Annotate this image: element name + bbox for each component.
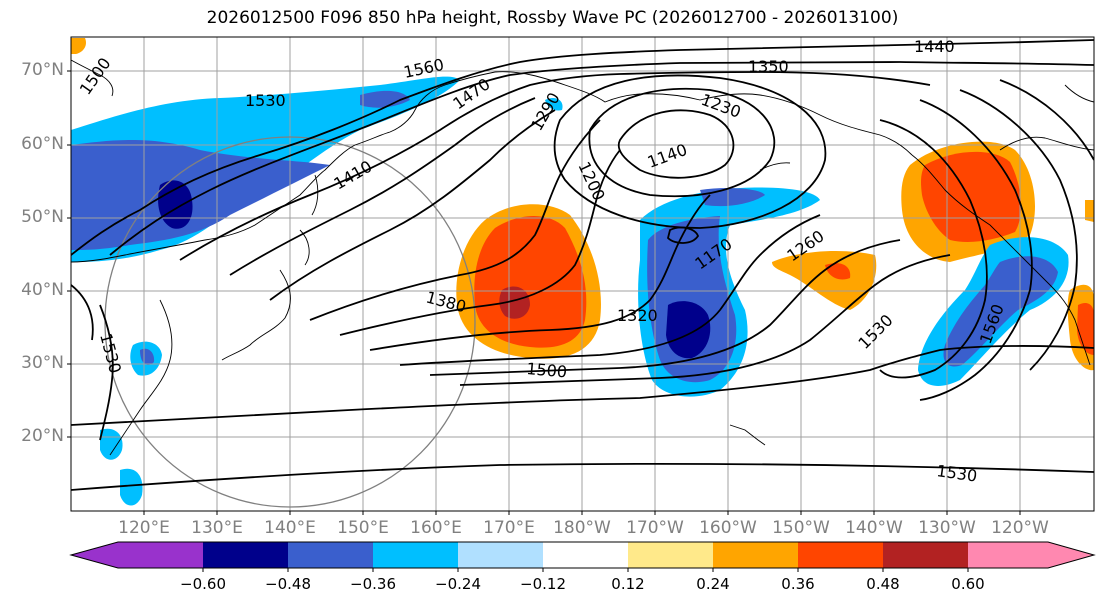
- distance-circle: [104, 136, 476, 508]
- lat-label: 50°N: [21, 207, 64, 227]
- colorbar-bin: [458, 542, 543, 568]
- lon-label: 140°W: [845, 518, 903, 538]
- height-contours: [71, 39, 1094, 491]
- contour-label: 1350: [748, 57, 789, 76]
- lon-label: 170°E: [483, 518, 535, 538]
- colorbar-bin: [883, 542, 968, 568]
- colorbar-bin: [118, 542, 203, 568]
- colorbar-tick-label: 0.36: [781, 575, 815, 593]
- lon-label: 130°W: [918, 518, 976, 538]
- graticule: [71, 37, 1094, 511]
- colorbar-bin: [798, 542, 883, 568]
- contour-label: 1530: [854, 311, 896, 353]
- contour-label: 1500: [76, 54, 115, 98]
- lon-label: 150°E: [337, 518, 389, 538]
- lat-label: 40°N: [21, 280, 64, 300]
- contour-label: 1200: [574, 159, 608, 204]
- lon-label: 130°E: [191, 518, 243, 538]
- contour-label: 1530: [935, 461, 978, 485]
- colorbar-bin: [543, 542, 628, 568]
- positive-anomaly-east-pacific: [772, 250, 877, 310]
- colorbar: [69, 541, 1096, 572]
- lon-label: 160°E: [410, 518, 462, 538]
- lon-label: 140°E: [264, 518, 316, 538]
- lat-label: 20°N: [21, 426, 64, 446]
- contour-label: 1500: [526, 359, 568, 381]
- lat-label: 30°N: [21, 353, 64, 373]
- colorbar-tick-label: −0.12: [520, 575, 566, 593]
- contour-label: 1530: [96, 331, 125, 375]
- contour-label: 1530: [245, 91, 286, 110]
- map-title: 2026012500 F096 850 hPa height, Rossby W…: [206, 8, 899, 28]
- lon-label: 170°W: [626, 518, 684, 538]
- colorbar-tick-label: 0.60: [951, 575, 985, 593]
- axis-ticks: [67, 70, 1021, 515]
- colorbar-bin: [203, 542, 288, 568]
- colorbar-tick-label: −0.60: [180, 575, 226, 593]
- lon-label: 160°W: [699, 518, 757, 538]
- colorbar-high-extend: [1048, 542, 1094, 568]
- contour-label: 1230: [699, 90, 744, 122]
- contour-label: 1410: [331, 157, 376, 194]
- colorbar-bin: [713, 542, 798, 568]
- lat-label: 60°N: [21, 134, 64, 154]
- lon-label: 120°W: [991, 518, 1049, 538]
- lon-label: 150°W: [772, 518, 830, 538]
- lon-label: 180°W: [553, 518, 611, 538]
- colorbar-tick-label: −0.24: [435, 575, 481, 593]
- colorbar-tick-label: 0.48: [866, 575, 900, 593]
- colorbar-low-extend: [71, 542, 118, 568]
- colorbar-tick-label: 0.12: [611, 575, 645, 593]
- colorbar-bin: [288, 542, 373, 568]
- colorbar-tick-label: 0.24: [696, 575, 730, 593]
- colorbar-bin: [968, 542, 1048, 568]
- contour-label: 1440: [914, 37, 955, 56]
- lon-label: 120°E: [118, 518, 170, 538]
- contour-label: 1320: [617, 306, 658, 325]
- colorbar-bin: [628, 542, 713, 568]
- colorbar-tick-label: −0.36: [350, 575, 396, 593]
- lat-label: 70°N: [21, 60, 64, 80]
- colorbar-bin: [373, 542, 458, 568]
- colorbar-tick-label: −0.48: [265, 575, 311, 593]
